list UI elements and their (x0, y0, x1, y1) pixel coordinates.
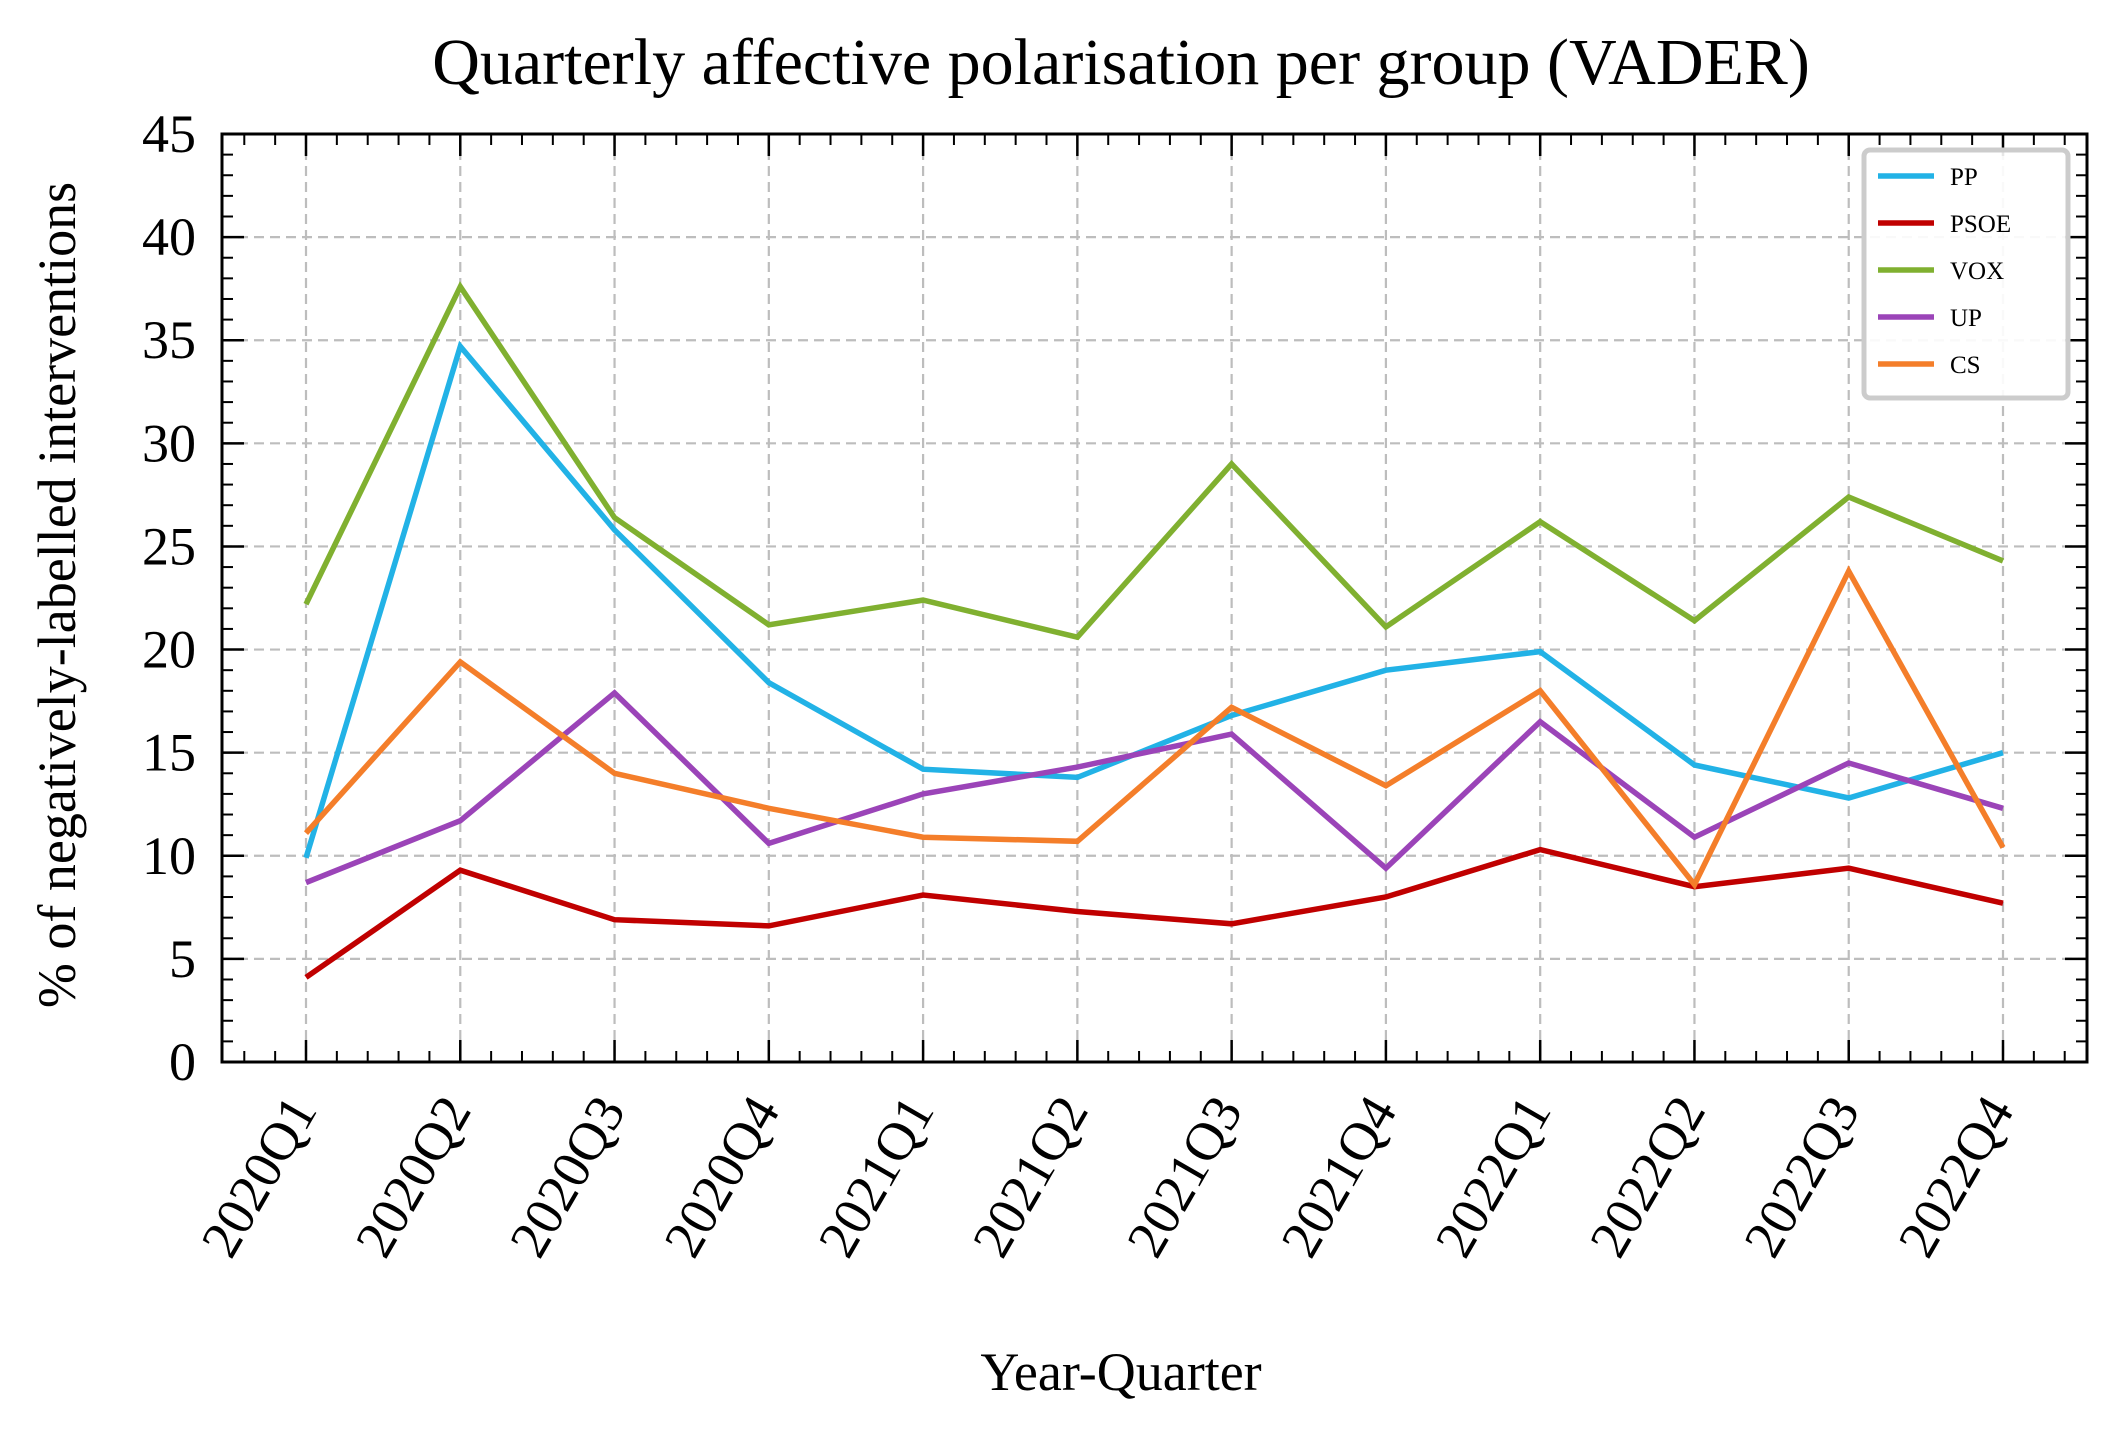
series-line-cs (303, 565, 2006, 890)
x-tick-label: 2020Q4 (652, 1086, 791, 1267)
x-tick-label: 2020Q3 (498, 1086, 637, 1267)
x-tick-label: 2022Q1 (1424, 1086, 1563, 1267)
y-tick-label: 10 (142, 826, 196, 886)
series-lines (303, 281, 2006, 980)
y-tick-label: 40 (142, 207, 196, 267)
x-axis-label: Year-Quarter (980, 1342, 1261, 1402)
x-tick-label: 2020Q2 (344, 1086, 483, 1267)
x-tick-label: 2021Q2 (961, 1086, 1100, 1267)
x-tick-label: 2022Q2 (1578, 1086, 1717, 1267)
x-tick-label: 2022Q3 (1732, 1086, 1871, 1267)
legend-box (1861, 147, 2071, 401)
series-line-psoe (304, 846, 2004, 980)
y-tick-label: 20 (142, 620, 196, 680)
y-tick-label: 35 (142, 310, 196, 370)
chart-title: Quarterly affective polarisation per gro… (432, 26, 1810, 99)
legend-label-cs: CS (1950, 352, 1981, 379)
y-tick-label: 25 (142, 516, 196, 576)
y-tick-label: 0 (169, 1032, 196, 1092)
series-line-up (304, 689, 2004, 886)
legend-label-psoe: PSOE (1950, 211, 2011, 238)
y-tick-label: 5 (169, 929, 196, 989)
series-line-vox (303, 281, 2005, 641)
grid (222, 134, 2087, 1062)
y-tick-label: 15 (142, 723, 196, 783)
legend-label-pp: PP (1950, 164, 1978, 191)
x-tick-label: 2020Q1 (189, 1086, 328, 1267)
x-tick-label: 2021Q1 (807, 1086, 946, 1267)
x-tick-label: 2022Q4 (1886, 1086, 2025, 1267)
y-axis-label: % of negatively-labelled interventions (27, 182, 87, 1008)
x-tick-label: 2021Q3 (1115, 1086, 1254, 1267)
plot-frame (220, 132, 2089, 1064)
series-line-pp (303, 340, 2004, 859)
legend: PP PSOE VOX UP CS (1861, 147, 2071, 401)
y-tick-label: 45 (142, 104, 196, 164)
y-tick-label: 30 (142, 413, 196, 473)
x-tick-label: 2021Q4 (1269, 1086, 1408, 1267)
legend-label-vox: VOX (1950, 258, 2004, 285)
legend-label-up: UP (1950, 305, 1982, 332)
